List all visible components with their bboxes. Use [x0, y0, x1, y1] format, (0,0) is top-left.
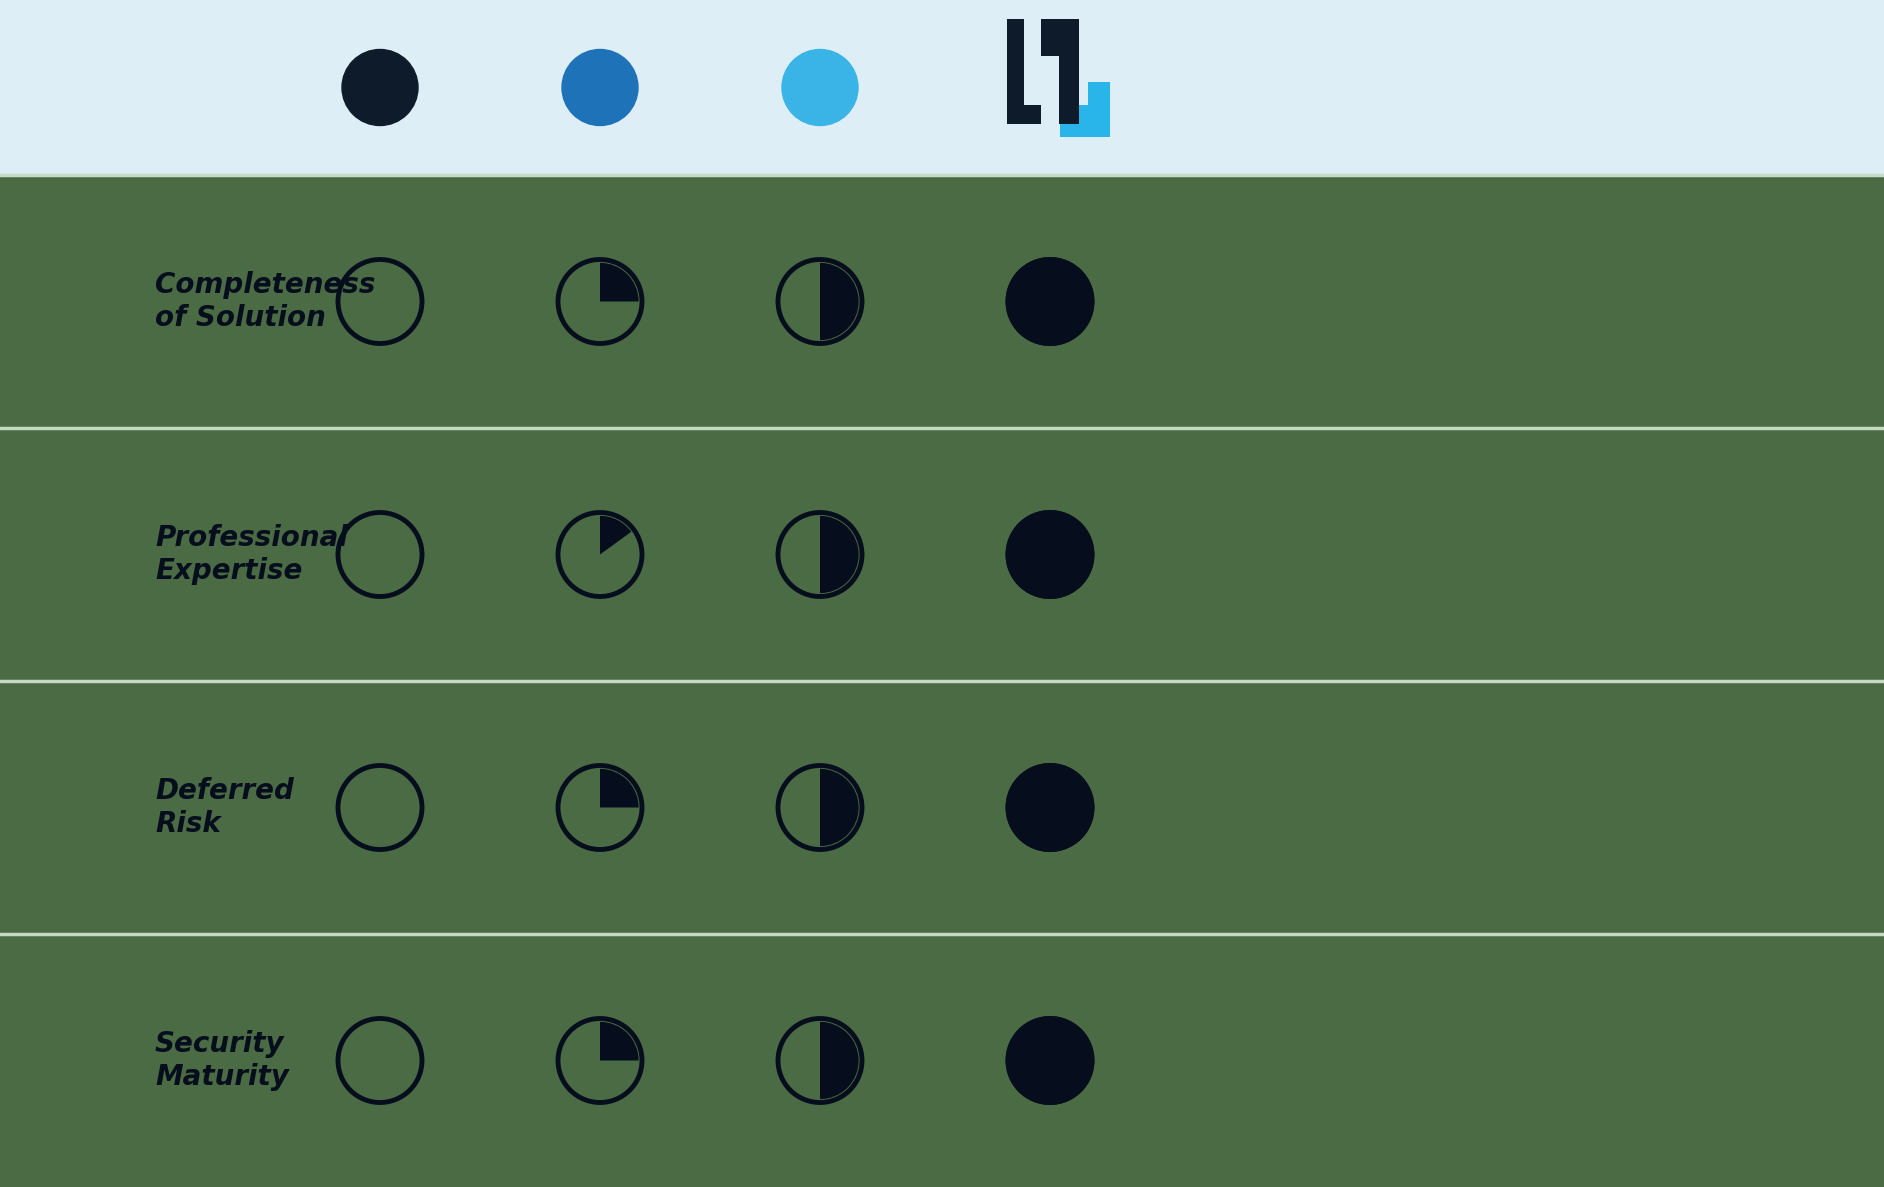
- Bar: [1025, 19, 1042, 106]
- Circle shape: [561, 50, 639, 126]
- Circle shape: [782, 50, 857, 126]
- Circle shape: [1008, 260, 1093, 343]
- Text: Security
Maturity: Security Maturity: [154, 1030, 288, 1091]
- Bar: [0, 429, 1884, 681]
- Circle shape: [1008, 1018, 1093, 1103]
- Text: Professional
Expertise: Professional Expertise: [154, 525, 349, 585]
- Text: Completeness
of Solution: Completeness of Solution: [154, 272, 375, 331]
- Bar: [0, 0, 1884, 174]
- Circle shape: [1008, 766, 1093, 850]
- Wedge shape: [599, 262, 639, 301]
- Wedge shape: [599, 1022, 639, 1060]
- Bar: [1008, 19, 1078, 125]
- Wedge shape: [820, 262, 859, 341]
- Bar: [0, 934, 1884, 1187]
- Bar: [1059, 19, 1078, 125]
- Text: Deferred
Risk: Deferred Risk: [154, 777, 294, 838]
- Bar: [1042, 56, 1059, 125]
- Wedge shape: [820, 769, 859, 846]
- Wedge shape: [820, 1022, 859, 1099]
- Wedge shape: [599, 516, 631, 554]
- Circle shape: [343, 50, 418, 126]
- Bar: [1061, 82, 1110, 137]
- Bar: [0, 681, 1884, 934]
- Wedge shape: [599, 769, 639, 807]
- Circle shape: [1008, 513, 1093, 597]
- Bar: [0, 174, 1884, 429]
- Bar: [1078, 19, 1087, 106]
- Wedge shape: [820, 516, 859, 594]
